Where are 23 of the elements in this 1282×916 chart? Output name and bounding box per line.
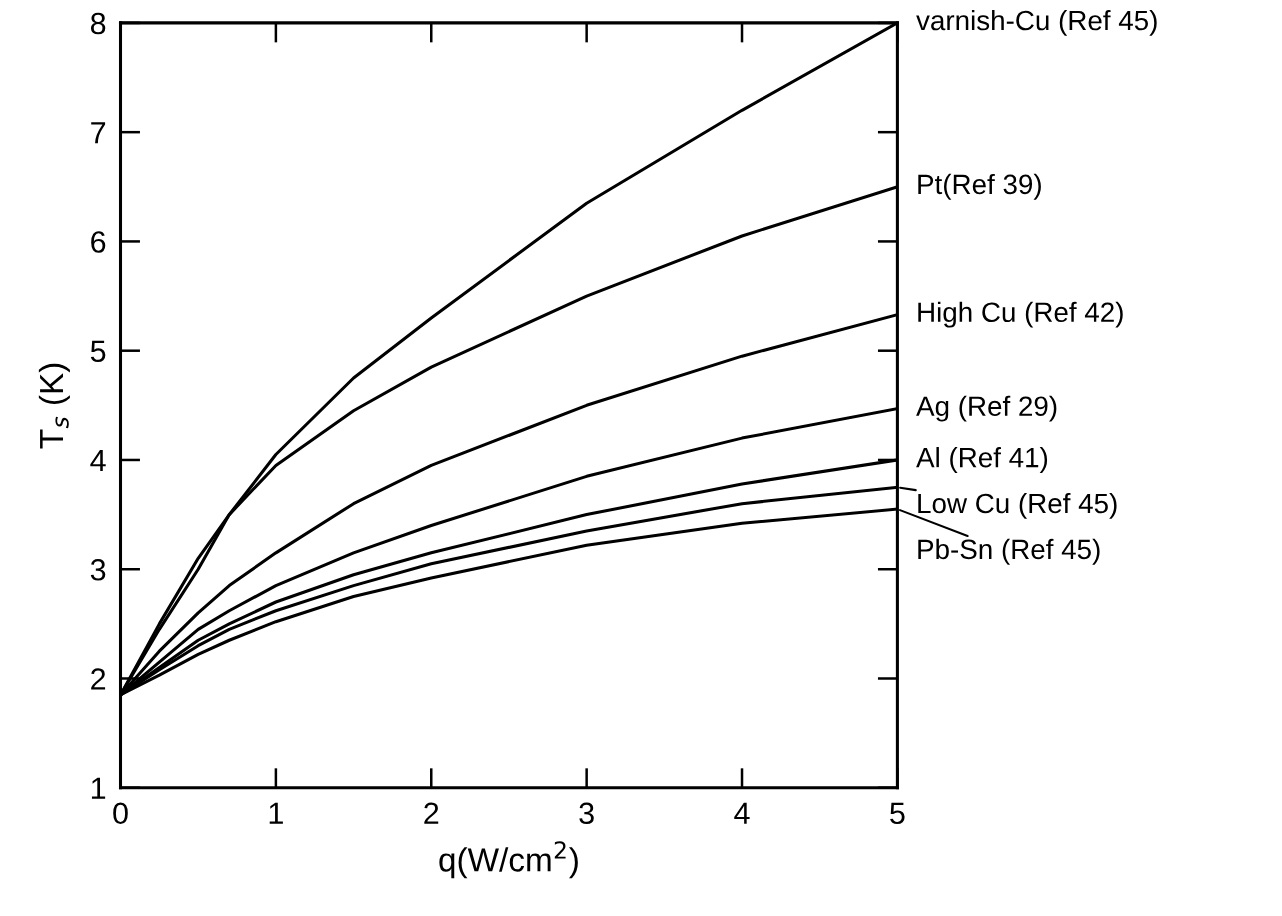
legend-label: Al (Ref 41) [916,447,1048,473]
x-axis-title: q(W/cm$^{2}$) [439,841,578,879]
x-tick-label: 1 [269,802,283,824]
x-tick-label: 4 [734,802,750,824]
x-tick-label: 0 [113,802,128,825]
y-axis-title: T$_{s}$ (K) [38,363,70,449]
series-label: Ag (Ref 29) [916,395,1057,422]
series-label: Pt(Ref 39) [918,173,1041,200]
y-tick-label: 2 [91,668,106,690]
x-tick-label: 3 [579,802,594,825]
legend-label: Low Cu (Ref 45) [918,492,1117,519]
y-tick-label: 8 [90,12,106,35]
legend-label: Pb-Sn (Ref 45) [918,538,1100,565]
y-tick-label: 5 [90,340,106,363]
y-tick-label: 6 [91,231,106,253]
y-tick-label: 1 [91,777,106,799]
y-tick-label: 3 [90,558,106,581]
legend-label: varnish-Cu (Ref 45) [916,9,1157,36]
y-tick-label: 4 [90,450,106,472]
x-tick-label: 5 [890,802,905,825]
series-label: High Cu (Ref 42) [918,301,1123,328]
x-tick-label: 2 [424,802,439,824]
y-tick-label: 7 [91,122,106,144]
